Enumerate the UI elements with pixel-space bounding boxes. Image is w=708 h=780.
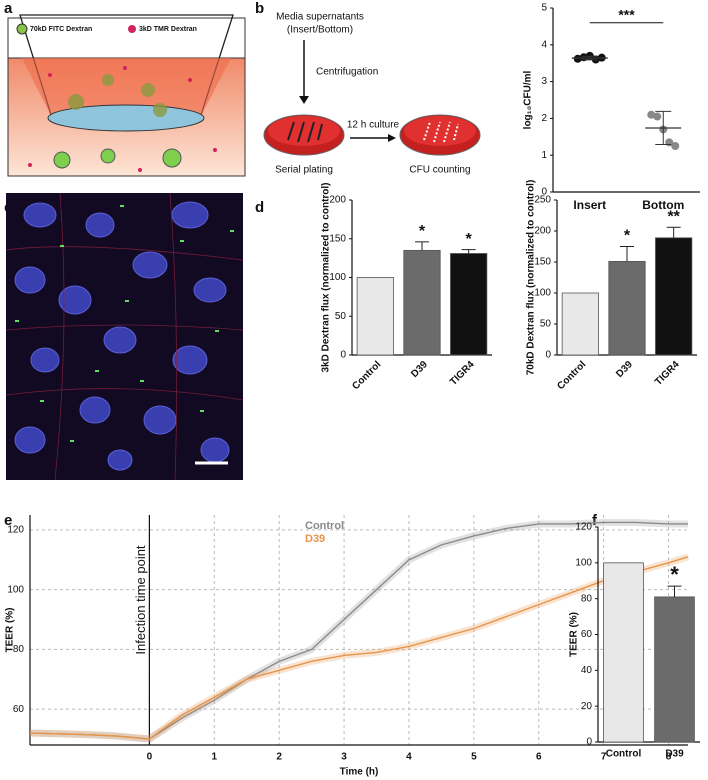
- bar: [561, 292, 599, 356]
- x-tick-label: 4: [406, 752, 412, 763]
- y-tick-label: 100: [575, 557, 592, 568]
- panel-label: a: [4, 0, 13, 17]
- y-tick-label: 0: [541, 187, 547, 198]
- x-tick-label: 2: [276, 752, 282, 763]
- y-tick-label: 60: [581, 629, 593, 640]
- x-tick-label: D39: [409, 359, 430, 380]
- arrow-head: [299, 96, 309, 104]
- y-tick-label: 3: [541, 76, 547, 87]
- y-tick-label: 5: [541, 3, 547, 14]
- panel-label: d: [255, 199, 264, 216]
- plate-label: CFU counting: [409, 165, 470, 176]
- arrow-head: [388, 134, 396, 142]
- x-tick-label: 0: [147, 752, 153, 763]
- bar: [655, 237, 693, 356]
- y-tick-label: 200: [329, 195, 346, 206]
- y-tick-label: 120: [7, 525, 24, 536]
- legend-label: 70kD FITC Dextran: [30, 26, 92, 33]
- significance: *: [670, 562, 679, 587]
- point: [573, 54, 582, 63]
- plate: [399, 114, 481, 156]
- legend-label: D39: [305, 533, 325, 545]
- y-tick-label: 100: [534, 288, 551, 299]
- event-label: Infection time point: [133, 545, 148, 655]
- y-axis-label: TEER (%): [5, 608, 16, 653]
- x-tick-label: 7: [601, 752, 607, 763]
- x-tick-label: D39: [665, 749, 684, 760]
- transwell-diagram: [7, 14, 246, 177]
- step-label: Centrifugation: [316, 67, 378, 78]
- significance: **: [667, 208, 680, 225]
- significance: *: [624, 228, 631, 245]
- x-tick-label: 8: [666, 752, 672, 763]
- panel-label: e: [4, 512, 12, 529]
- plate: [263, 114, 345, 156]
- y-tick-label: 100: [7, 584, 24, 595]
- line: [29, 521, 688, 740]
- bar: [654, 596, 695, 743]
- x-tick-label: Insert: [573, 198, 606, 212]
- y-tick-label: 80: [13, 644, 25, 655]
- y-axis-label: TEER (%): [569, 612, 580, 657]
- y-tick-label: 150: [329, 233, 346, 244]
- x-tick-label: 5: [471, 752, 477, 763]
- x-tick-label: TIGR4: [448, 359, 477, 388]
- step-label: 12 h culture: [347, 120, 400, 131]
- point: [647, 110, 656, 119]
- line: [29, 556, 689, 740]
- y-axis-label: 70kD Dextran flux (normalized to control…: [526, 180, 537, 376]
- y-tick-label: 80: [581, 593, 593, 604]
- y-tick-label: 150: [534, 257, 551, 268]
- y-tick-label: 0: [340, 350, 346, 361]
- legend-label: 3kD TMR Dextran: [139, 26, 197, 33]
- x-tick-label: Control: [555, 359, 588, 392]
- bar: [603, 562, 644, 743]
- y-tick-label: 60: [13, 704, 25, 715]
- y-axis-label: 3kD Dextran flux (normalized to control): [321, 182, 332, 372]
- panel-label: b: [255, 0, 264, 17]
- plate-label: Serial plating: [275, 165, 333, 176]
- step-label: (Insert/Bottom): [287, 25, 353, 36]
- y-tick-label: 100: [329, 272, 346, 283]
- y-tick-label: 1: [541, 150, 547, 161]
- bar: [608, 260, 646, 356]
- y-axis-label: log₁₀CFU/ml: [523, 70, 534, 129]
- x-tick-label: D39: [614, 359, 635, 380]
- significance: ***: [618, 6, 635, 22]
- x-axis-label: Time (h): [340, 767, 379, 778]
- panel-label: f: [592, 512, 598, 529]
- y-tick-label: 50: [540, 319, 552, 330]
- x-tick-label: 6: [536, 752, 542, 763]
- legend-label: Control: [305, 520, 344, 532]
- y-tick-label: 0: [545, 350, 551, 361]
- x-tick-label: Control: [606, 749, 642, 760]
- y-tick-label: 50: [335, 311, 347, 322]
- y-tick-label: 250: [534, 195, 551, 206]
- x-tick-label: 1: [212, 752, 218, 763]
- bar: [356, 277, 394, 356]
- significance: *: [419, 223, 426, 240]
- bar: [403, 249, 441, 356]
- significance: *: [466, 231, 473, 248]
- point: [579, 53, 588, 62]
- y-tick-label: 200: [534, 226, 551, 237]
- y-tick-label: 120: [575, 522, 592, 533]
- point: [653, 112, 662, 121]
- y-tick-label: 2: [541, 113, 547, 124]
- x-tick-label: Bottom: [642, 198, 684, 212]
- micrograph: [5, 192, 244, 481]
- step-label: Media supernatants: [276, 12, 364, 23]
- y-tick-label: 4: [541, 39, 547, 50]
- x-tick-label: Control: [350, 359, 383, 392]
- x-tick-label: 3: [341, 752, 347, 763]
- bar: [450, 253, 488, 356]
- point: [671, 142, 680, 150]
- y-tick-label: 20: [581, 701, 593, 712]
- y-tick-label: 0: [586, 737, 592, 748]
- y-tick-label: 40: [581, 665, 593, 676]
- x-tick-label: TIGR4: [653, 359, 682, 388]
